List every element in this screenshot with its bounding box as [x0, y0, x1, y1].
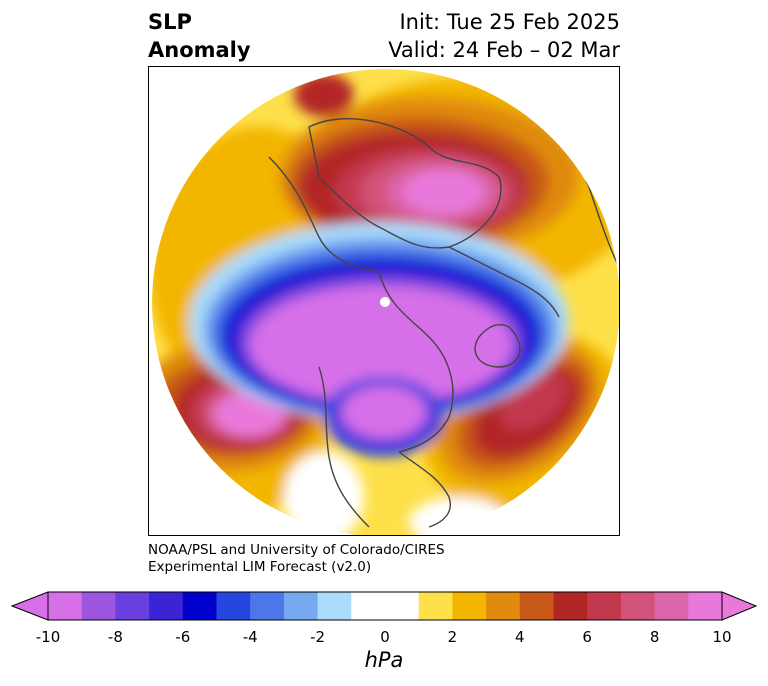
colorbar-tick-label: 0 — [380, 628, 390, 646]
chart-title-left: SLP Anomaly — [148, 8, 251, 64]
valid-range: Valid: 24 Feb – 02 Mar — [388, 38, 620, 62]
colorbar-swatch — [283, 592, 319, 620]
colorbar — [10, 591, 758, 621]
credit-line-2: Experimental LIM Forecast (v2.0) — [148, 559, 372, 575]
title-anomaly: Anomaly — [148, 38, 251, 62]
colorbar-tick-label: 6 — [582, 628, 592, 646]
colorbar-swatch — [385, 592, 420, 620]
colorbar-under-arrow — [10, 591, 49, 621]
anomaly-field — [152, 73, 619, 535]
colorbar-tick-label: 8 — [649, 628, 660, 646]
colorbar-tick-label: -4 — [242, 628, 258, 646]
colorbar-tick-label: 4 — [515, 628, 525, 646]
colorbar-swatch — [654, 592, 689, 620]
colorbar-tick-label: -10 — [35, 628, 61, 646]
colorbar-swatch — [149, 592, 184, 620]
map-panel — [148, 66, 620, 536]
colorbar-over-arrow — [721, 591, 758, 621]
init-date: Init: Tue 25 Feb 2025 — [399, 10, 620, 34]
colorbar-swatch — [351, 592, 386, 620]
colorbar-tick-label: -8 — [107, 628, 123, 646]
colorbar-swatch — [250, 592, 285, 620]
colorbar-swatch — [553, 592, 588, 620]
colorbar-swatch — [519, 592, 554, 620]
colorbar-swatch — [48, 592, 83, 620]
north-pole-marker — [380, 297, 390, 307]
colorbar-swatch — [115, 592, 150, 620]
colorbar-tick-label: 2 — [447, 628, 458, 646]
colorbar-swatch — [688, 592, 723, 620]
slp-anomaly-map — [152, 69, 619, 535]
credit-text: NOAA/PSL and University of Colorado/CIRE… — [148, 542, 445, 576]
colorbar-swatch — [317, 592, 352, 620]
colorbar-swatch — [486, 592, 521, 620]
colorbar-tick-label: 10 — [712, 628, 732, 646]
colorbar-swatch — [81, 592, 116, 620]
colorbar-tick-label: -6 — [175, 628, 191, 646]
credit-line-1: NOAA/PSL and University of Colorado/CIRE… — [148, 542, 445, 558]
colorbar-swatch — [587, 592, 622, 620]
title-slp: SLP — [148, 10, 192, 34]
colorbar-tick-label: -2 — [310, 628, 326, 646]
colorbar-swatch — [418, 592, 453, 620]
colorbar-swatch — [452, 592, 487, 620]
colorbar-swatch — [182, 592, 217, 620]
chart-title-right: Init: Tue 25 Feb 2025 Valid: 24 Feb – 02… — [388, 8, 620, 64]
colorbar-swatch — [216, 592, 251, 620]
colorbar-units: hPa — [364, 648, 404, 672]
colorbar-border — [47, 591, 723, 621]
colorbar-swatch — [620, 592, 656, 620]
